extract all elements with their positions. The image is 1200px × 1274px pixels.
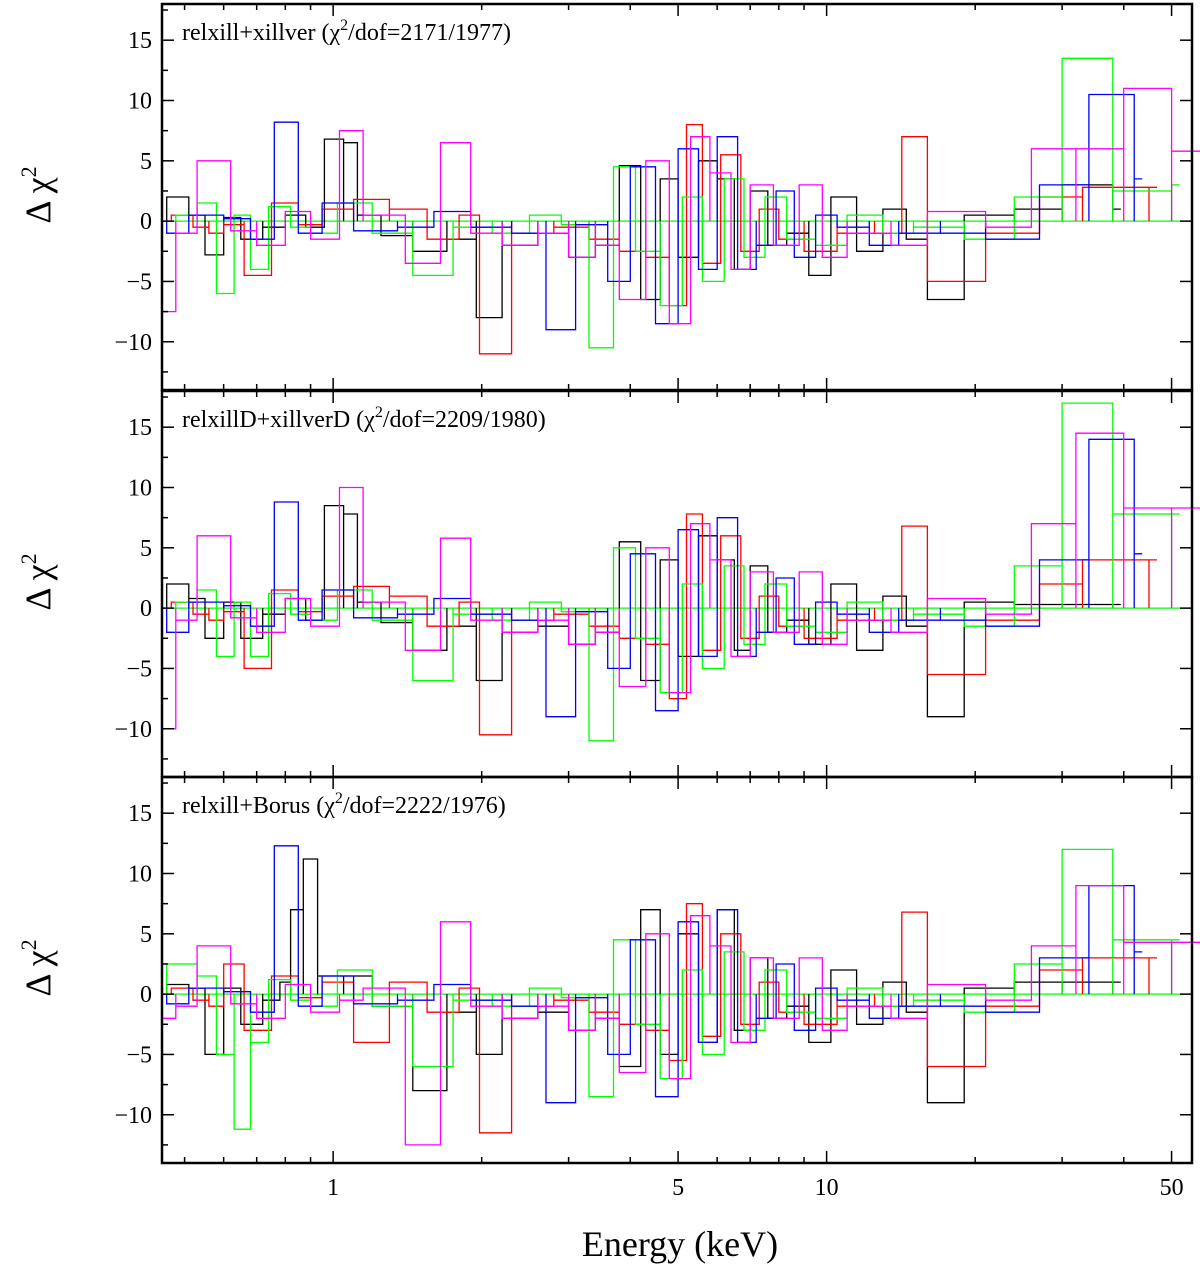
panel-middle: −10 −5 0 5 10 15 Δ χ2 relxillD+xillverD (χ2/dof… bbox=[16, 389, 1200, 779]
y-tick-label: −5 bbox=[126, 656, 152, 682]
y-tick-label: 5 bbox=[140, 536, 152, 562]
y-tick-label: 0 bbox=[140, 596, 152, 622]
y-tick-label: 0 bbox=[140, 209, 152, 235]
y-tick-label: 10 bbox=[128, 862, 152, 888]
plot-frame bbox=[160, 775, 1194, 1165]
y-tick-label: −10 bbox=[114, 330, 152, 356]
x-axis-title: Energy (keV) bbox=[582, 1224, 778, 1264]
y-tick-label: 15 bbox=[128, 28, 152, 54]
panel-top: −10 −5 0 5 10 15 Δ χ2 relxill+xillver (χ2/dof=2… bbox=[16, 2, 1200, 392]
y-axis-label-middle: Δ χ2 bbox=[16, 553, 58, 610]
panel-bottom: −10 −5 0 5 10 15 Δ χ2 relxill+Borus (χ2/dof=222… bbox=[16, 775, 1200, 1165]
plot-frame bbox=[160, 389, 1194, 779]
series-red-line bbox=[170, 513, 1157, 736]
y-tick-label: 15 bbox=[128, 801, 152, 827]
series-green-line bbox=[175, 57, 1180, 349]
series-black-line bbox=[166, 138, 1121, 319]
y-tick-label: −5 bbox=[126, 269, 152, 295]
panel-title-middle: relxillD+xillverD (χ2/dof=2209/1980) bbox=[182, 404, 546, 433]
series-magenta-line bbox=[161, 87, 1200, 325]
y-tick-label: 10 bbox=[128, 476, 152, 502]
y-tick-label: −5 bbox=[126, 1042, 152, 1068]
series-magenta-line bbox=[161, 884, 1200, 1146]
y-tick-label: −10 bbox=[114, 717, 152, 743]
series-blue-line bbox=[166, 93, 1143, 331]
y-axis-label-bottom: Δ χ2 bbox=[16, 939, 58, 996]
series-blue-line bbox=[166, 438, 1143, 718]
y-tick-label: −10 bbox=[114, 1103, 152, 1129]
y-tick-label: 0 bbox=[140, 982, 152, 1008]
series-magenta-line bbox=[161, 432, 1200, 730]
x-tick-label-50: 50 bbox=[1160, 1175, 1184, 1201]
y-tick-label: 5 bbox=[140, 922, 152, 948]
x-tick-label-10: 10 bbox=[815, 1175, 839, 1201]
panel-title-top: relxill+xillver (χ2/dof=2171/1977) bbox=[182, 17, 511, 46]
x-tick-label-1: 1 bbox=[327, 1175, 339, 1201]
panel-title-bottom: relxill+Borus (χ2/dof=2222/1976) bbox=[182, 790, 506, 819]
y-axis-label-top: Δ χ2 bbox=[16, 166, 58, 223]
x-tick-label-5: 5 bbox=[672, 1175, 684, 1201]
y-tick-label: 10 bbox=[128, 89, 152, 115]
series-green-line bbox=[175, 402, 1180, 742]
series-red-line bbox=[170, 903, 1157, 1134]
series-blue-line bbox=[166, 845, 1143, 1104]
y-tick-label: 5 bbox=[140, 149, 152, 175]
series-green-line bbox=[166, 848, 1180, 1130]
x-axis: 1 5 10 50 Energy (keV) bbox=[327, 1175, 1183, 1264]
y-tick-label: 15 bbox=[128, 415, 152, 441]
